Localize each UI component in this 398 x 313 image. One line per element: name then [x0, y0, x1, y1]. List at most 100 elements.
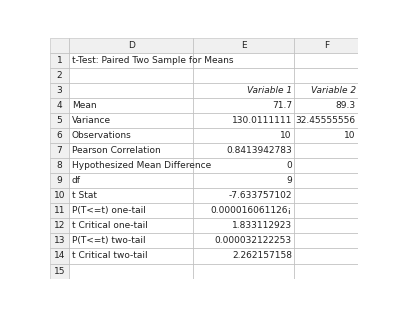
Bar	[69, 128, 193, 143]
Bar	[69, 83, 193, 98]
Bar	[295, 233, 358, 249]
Text: P(T<=t) two-tail: P(T<=t) two-tail	[72, 236, 145, 245]
Bar	[295, 113, 358, 128]
Text: 89.3: 89.3	[336, 101, 356, 110]
Bar	[295, 249, 358, 264]
Bar	[69, 173, 193, 188]
Bar	[50, 188, 69, 203]
Bar	[69, 53, 193, 68]
Bar	[193, 173, 295, 188]
Text: Observations: Observations	[72, 131, 131, 140]
Bar	[50, 203, 69, 218]
Bar	[69, 143, 193, 158]
Bar	[69, 98, 193, 113]
Bar	[69, 233, 193, 249]
Text: 5: 5	[57, 116, 62, 125]
Bar	[193, 233, 295, 249]
Bar	[295, 203, 358, 218]
Bar	[50, 249, 69, 264]
Bar	[69, 233, 193, 249]
Bar	[50, 264, 69, 279]
Bar	[50, 53, 69, 68]
Bar	[69, 68, 193, 83]
Bar	[50, 218, 69, 233]
Text: 0.000032122253: 0.000032122253	[215, 236, 292, 245]
Bar	[193, 264, 295, 279]
Bar	[295, 173, 358, 188]
Bar	[50, 68, 69, 83]
Text: 1: 1	[57, 56, 62, 65]
Text: D: D	[128, 41, 135, 49]
Bar	[295, 143, 358, 158]
Text: 71.7: 71.7	[272, 101, 292, 110]
Bar	[295, 233, 358, 249]
Bar	[295, 98, 358, 113]
Bar	[295, 143, 358, 158]
Bar	[193, 249, 295, 264]
Bar	[69, 158, 193, 173]
Bar	[50, 83, 69, 98]
Bar	[295, 68, 358, 83]
Bar	[50, 53, 69, 68]
Bar	[50, 98, 69, 113]
Bar	[50, 98, 69, 113]
Bar	[193, 158, 295, 173]
Bar	[50, 68, 69, 83]
Text: 4: 4	[57, 101, 62, 110]
Text: 10: 10	[344, 131, 356, 140]
Bar	[193, 173, 295, 188]
Text: P(T<=t) one-tail: P(T<=t) one-tail	[72, 206, 146, 215]
Bar	[69, 203, 193, 218]
Bar	[295, 218, 358, 233]
Bar	[69, 158, 193, 173]
Text: 2.262157158: 2.262157158	[232, 251, 292, 260]
Bar	[295, 83, 358, 98]
Bar	[69, 38, 193, 53]
Bar	[69, 249, 193, 264]
Bar	[50, 128, 69, 143]
Text: Variable 2: Variable 2	[310, 86, 356, 95]
Bar	[193, 218, 295, 233]
Bar	[69, 128, 193, 143]
Bar	[295, 128, 358, 143]
Bar	[50, 38, 69, 53]
Bar	[50, 188, 69, 203]
Bar	[69, 113, 193, 128]
Bar	[69, 68, 193, 83]
Bar	[50, 113, 69, 128]
Bar	[193, 203, 295, 218]
Bar	[295, 128, 358, 143]
Bar	[69, 143, 193, 158]
Text: 7: 7	[57, 146, 62, 155]
Bar	[295, 218, 358, 233]
Bar	[193, 143, 295, 158]
Bar	[50, 203, 69, 218]
Bar	[295, 188, 358, 203]
Bar	[295, 203, 358, 218]
Bar	[193, 53, 295, 68]
Text: Hypothesized Mean Difference: Hypothesized Mean Difference	[72, 161, 211, 170]
Bar	[69, 188, 193, 203]
Text: t Critical one-tail: t Critical one-tail	[72, 221, 148, 230]
Bar	[69, 53, 193, 68]
Bar	[50, 158, 69, 173]
Bar	[193, 38, 295, 53]
Bar	[50, 143, 69, 158]
Bar	[193, 53, 295, 68]
Bar	[295, 38, 358, 53]
Bar	[295, 53, 358, 68]
Bar	[295, 113, 358, 128]
Bar	[193, 38, 295, 53]
Text: t Critical two-tail: t Critical two-tail	[72, 251, 147, 260]
Bar	[50, 173, 69, 188]
Text: -7.633757102: -7.633757102	[228, 191, 292, 200]
Bar	[295, 53, 358, 68]
Bar	[50, 128, 69, 143]
Bar	[193, 249, 295, 264]
Text: t-Test: Paired Two Sample for Means: t-Test: Paired Two Sample for Means	[72, 56, 233, 65]
Bar	[295, 38, 358, 53]
Bar	[295, 68, 358, 83]
Bar	[69, 218, 193, 233]
Bar	[69, 188, 193, 203]
Text: t Stat: t Stat	[72, 191, 97, 200]
